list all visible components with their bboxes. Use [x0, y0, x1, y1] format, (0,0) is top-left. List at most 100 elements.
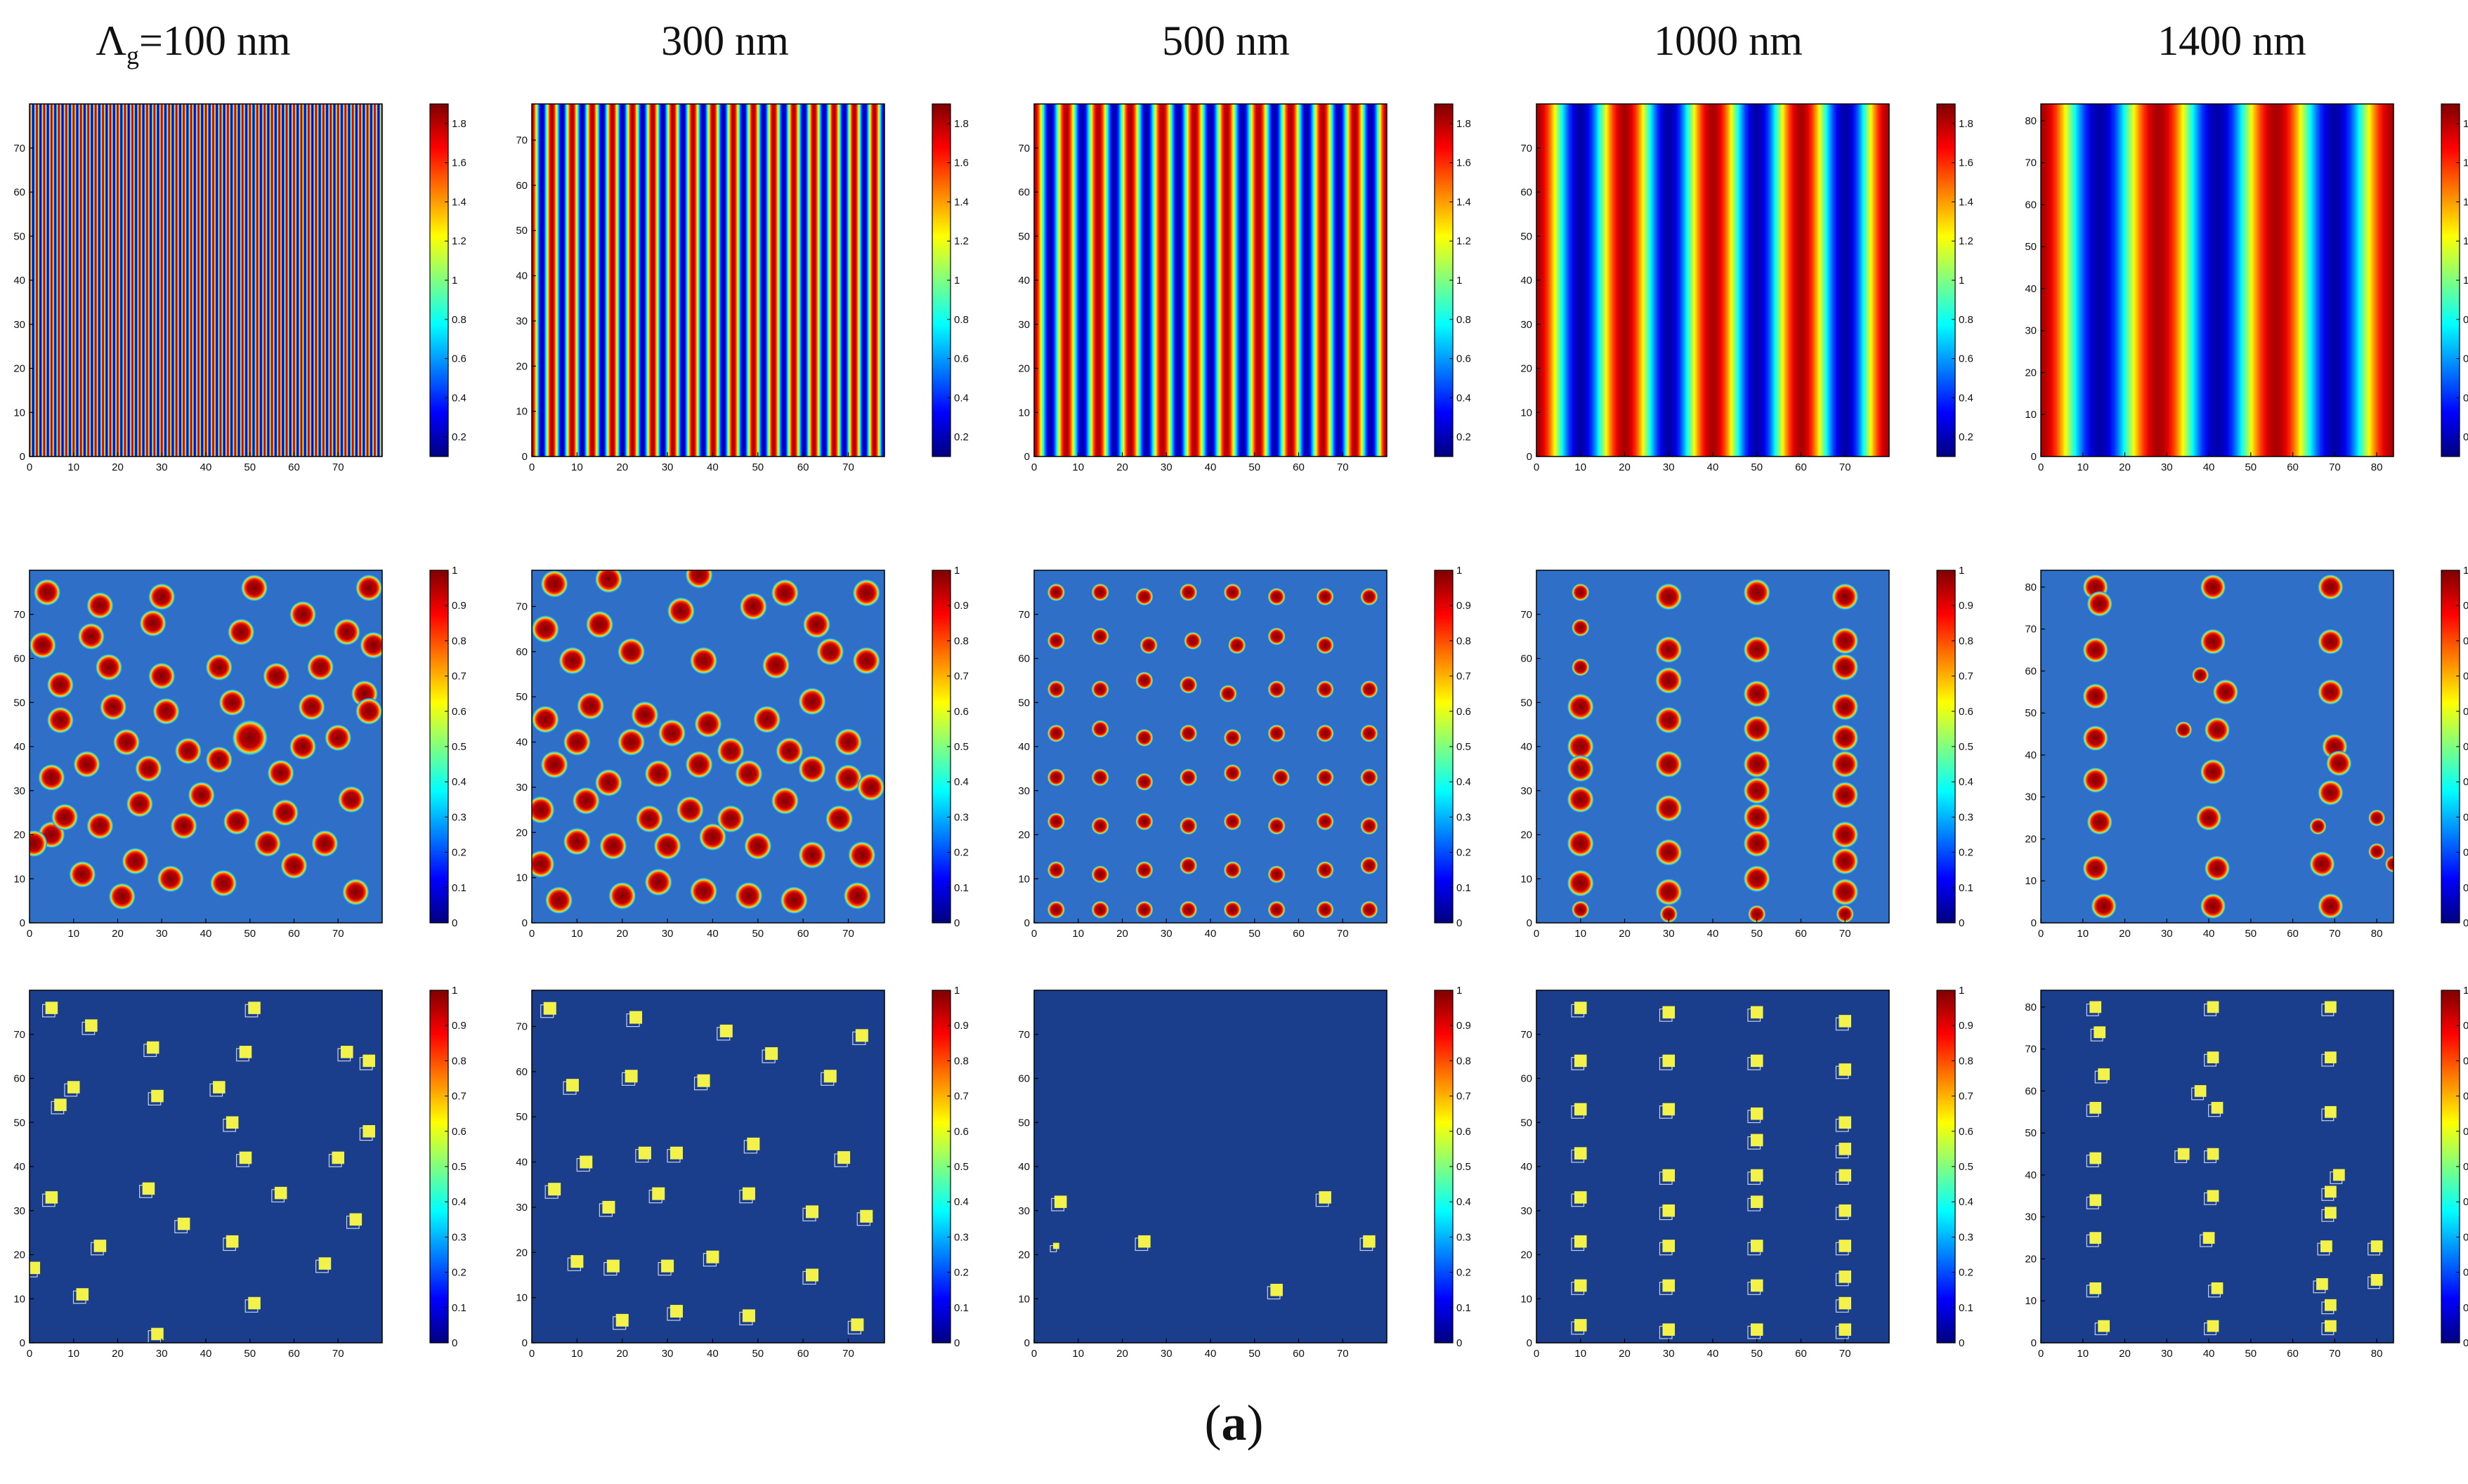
particle: [2309, 851, 2335, 877]
particle: [126, 790, 153, 817]
particle: [2309, 817, 2327, 835]
colorbar-tick-label: 0.8: [1456, 314, 1471, 326]
colorbar-tick-label: 0.1: [452, 1302, 466, 1314]
particle: [580, 1155, 593, 1169]
y-tick-label: 40: [1520, 1161, 1532, 1173]
particle: [618, 728, 645, 756]
y-tick-label: 50: [13, 697, 25, 709]
y-tick-label: 60: [1018, 187, 1030, 199]
x-tick-label: 50: [752, 928, 764, 940]
y-tick-label: 40: [1520, 275, 1532, 287]
panel-r3-c2: 0 10 20 30 40 50 60 70 0 10 20 30 40 50 60 70 0 0.1 0.2 0.3…: [516, 985, 969, 1360]
particle: [1662, 1323, 1676, 1336]
y-tick-label: 30: [1520, 1205, 1532, 1217]
colorbar-tick-label: 0: [1456, 1337, 1462, 1349]
colorbar-tick-label: 1.8: [452, 118, 466, 130]
y-tick-label: 30: [516, 315, 528, 327]
particle: [1360, 856, 1378, 874]
y-tick-label: 70: [2025, 157, 2037, 169]
x-tick-label: 40: [1707, 1348, 1719, 1360]
particle: [2082, 725, 2108, 751]
y-tick-label: 10: [1520, 1293, 1532, 1305]
x-tick-label: 20: [1116, 461, 1128, 473]
particle: [1750, 1279, 1763, 1292]
particle: [1574, 1191, 1587, 1204]
particle: [2368, 843, 2386, 860]
particle: [1743, 680, 1770, 707]
x-tick-label: 20: [112, 461, 124, 473]
plot-frame: [531, 570, 885, 924]
particle: [771, 787, 799, 815]
y-tick-label: 10: [13, 407, 25, 419]
x-tick-label: 10: [2077, 461, 2089, 473]
panel-image: [1536, 570, 1889, 923]
colorbar-tick-label: 0: [452, 1337, 457, 1349]
colorbar-tick-label: 0.1: [954, 882, 969, 894]
x-tick-label: 30: [1161, 1348, 1173, 1360]
particle: [108, 883, 136, 910]
particle: [1047, 768, 1065, 787]
y-tick-label: 70: [1520, 1029, 1532, 1041]
particle: [1743, 716, 1770, 742]
particle: [1180, 900, 1198, 919]
colorbar-tick-label: 0: [2463, 917, 2468, 929]
x-tick-label: 40: [200, 1348, 212, 1360]
colorbar-tick-label: 0.2: [954, 431, 969, 443]
x-tick-label: 40: [707, 1348, 719, 1360]
particle: [2192, 667, 2209, 684]
panel-r1-c1: 0 10 20 30 40 50 60 70 0 10 20 30 40 50 60 70 0.2 0.4 0.6 0…: [13, 103, 466, 473]
particle: [1655, 636, 1683, 663]
particle: [1662, 1169, 1676, 1182]
x-tick-label: 60: [1293, 928, 1305, 940]
particle: [342, 879, 370, 905]
colorbar-tick-label: 0.2: [1959, 847, 1973, 859]
x-tick-label: 30: [1161, 928, 1173, 940]
plot-frame: [531, 990, 885, 1344]
colorbar-tick-label: 0.7: [1959, 1091, 1973, 1103]
panel-image: [30, 570, 382, 923]
particle: [122, 848, 149, 874]
particle: [798, 841, 826, 869]
panel-image: [2041, 104, 2394, 457]
y-tick-label: 20: [13, 829, 25, 841]
particle: [360, 631, 382, 659]
particle: [1091, 583, 1109, 601]
y-tick-label: 10: [13, 873, 25, 885]
particle: [2200, 893, 2226, 919]
particle: [1223, 583, 1241, 601]
particle: [1662, 1204, 1676, 1217]
particle: [1363, 1235, 1376, 1248]
particle: [1180, 768, 1198, 787]
particle: [1360, 817, 1378, 835]
x-tick-label: 30: [2161, 928, 2173, 940]
particle: [2082, 683, 2108, 709]
particle: [690, 877, 717, 905]
x-tick-label: 60: [1795, 928, 1807, 940]
colorbar-tick-label: 1.8: [1959, 118, 1973, 130]
particle: [307, 654, 334, 681]
y-tick-label: 0: [20, 451, 25, 463]
particle: [1839, 1063, 1852, 1076]
particle: [2089, 1001, 2102, 1013]
particle: [719, 1024, 733, 1037]
colorbar-tick-label: 1.8: [1456, 118, 1471, 130]
y-tick-label: 20: [2025, 833, 2037, 845]
particle: [1839, 1296, 1852, 1310]
particle: [532, 851, 555, 878]
particle: [232, 720, 268, 756]
particle: [2094, 1026, 2106, 1039]
x-tick-label: 30: [2161, 461, 2173, 473]
particle: [1135, 900, 1154, 919]
colorbar-tick-label: 0.6: [452, 1126, 466, 1138]
particle: [690, 647, 717, 675]
y-tick-label: 70: [516, 600, 528, 612]
particle: [1319, 1191, 1331, 1204]
particle: [2087, 809, 2113, 835]
particle: [857, 773, 884, 801]
particle: [1360, 588, 1378, 606]
x-tick-label: 20: [1619, 461, 1631, 473]
particle: [241, 574, 268, 601]
particle: [1091, 720, 1109, 738]
colorbar-tick-label: 0.4: [452, 392, 466, 404]
colorbar-tick-label: 0.6: [2463, 1126, 2468, 1138]
